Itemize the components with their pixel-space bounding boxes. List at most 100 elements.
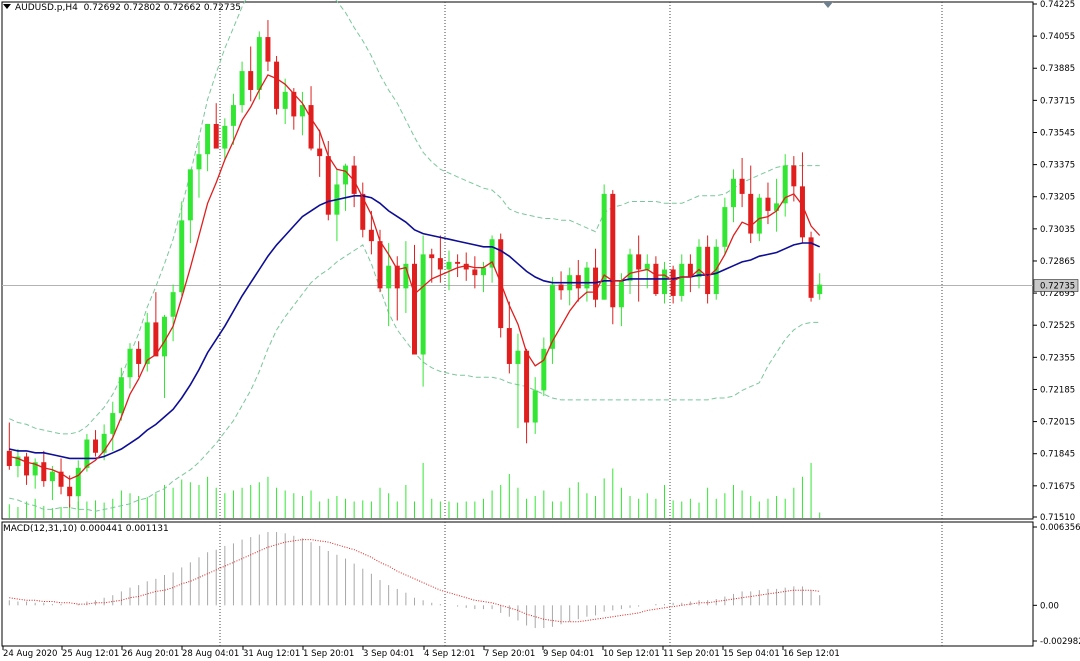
bull-candle — [756, 197, 762, 234]
chart-shift-marker-icon — [823, 2, 833, 8]
bear-candle — [687, 263, 693, 278]
bull-candle — [179, 220, 185, 293]
price-tick-label: 0.74055 — [1040, 32, 1075, 42]
price-tick-label: 0.72015 — [1040, 418, 1075, 428]
bull-candle — [170, 292, 176, 317]
bear-candle — [6, 450, 12, 466]
time-tick-label: 11 Sep 20:01 — [663, 649, 720, 659]
bear-candle — [412, 263, 417, 355]
time-tick-label: 9 Sep 04:01 — [543, 649, 594, 659]
bull-candle — [722, 207, 728, 247]
bull-candle — [187, 169, 193, 221]
bull-candle — [584, 267, 590, 289]
price-tick-label: 0.72355 — [1040, 353, 1075, 363]
bull-candle — [161, 316, 167, 357]
price-panel-border — [1, 1, 1034, 520]
symbol-label: AUDUSD.p,H4 — [15, 3, 78, 13]
price-tick-label: 0.72525 — [1040, 321, 1075, 331]
bear-candle — [636, 254, 642, 270]
current-price-tag — [1033, 279, 1079, 292]
time-tick-label: 28 Aug 04:01 — [182, 649, 239, 659]
bear-candle — [213, 123, 219, 149]
price-tick-label: 0.73545 — [1040, 128, 1075, 138]
bear-candle — [41, 462, 47, 482]
price-tick-label: 0.72865 — [1040, 257, 1075, 267]
bear-candle — [93, 439, 99, 453]
bear-candle — [24, 456, 30, 476]
bull-candle — [782, 165, 788, 204]
bear-candle — [377, 241, 383, 289]
bull-candle — [515, 350, 521, 364]
bear-candle — [325, 156, 331, 215]
bear-candle — [58, 471, 64, 487]
macd-header: MACD(12,31,10) 0.000441 0.001131 — [3, 524, 169, 534]
bull-candle — [239, 71, 245, 106]
bear-candle — [748, 193, 754, 234]
bull-candle — [696, 246, 702, 278]
bear-candle — [308, 105, 314, 149]
bear-candle — [67, 486, 73, 497]
time-tick-label: 15 Sep 04:01 — [723, 649, 780, 659]
bull-candle — [480, 267, 486, 276]
bear-candle — [808, 237, 814, 298]
time-tick-label: 10 Sep 12:01 — [603, 649, 660, 659]
bear-candle — [524, 350, 530, 423]
price-tick-label: 0.74225 — [1040, 0, 1075, 10]
price-tick-label: 0.72695 — [1040, 289, 1075, 299]
bear-candle — [153, 322, 159, 357]
bear-candle — [368, 229, 374, 242]
chart-menu-icon[interactable] — [3, 4, 11, 9]
bull-candle — [196, 154, 202, 170]
time-tick-label: 26 Aug 20:01 — [122, 649, 179, 659]
bull-candle — [420, 254, 426, 355]
bull-candle — [101, 433, 107, 453]
price-tick-label: 0.73885 — [1040, 64, 1075, 74]
macd-panel-border — [1, 521, 1034, 647]
bear-candle — [136, 348, 142, 364]
bear-candle — [472, 269, 478, 276]
current-price-label: 0.72735 — [1040, 282, 1075, 292]
time-tick-label: 3 Sep 04:01 — [363, 649, 414, 659]
bull-candle — [15, 456, 21, 466]
bull-candle — [256, 37, 262, 90]
bear-candle — [429, 254, 435, 259]
symbol-header: AUDUSD.p,H4 0.72692 0.72802 0.72662 0.72… — [3, 3, 241, 13]
bull-candle — [532, 390, 538, 423]
bear-candle — [455, 261, 461, 264]
bull-candle — [403, 263, 409, 289]
bull-candle — [222, 125, 228, 149]
bear-candle — [799, 186, 805, 238]
time-tick-label: 4 Sep 12:01 — [424, 649, 475, 659]
bear-candle — [506, 328, 512, 364]
bear-candle — [274, 61, 280, 109]
bull-candle — [549, 284, 555, 349]
bull-candle — [644, 263, 650, 270]
bear-candle — [317, 148, 323, 157]
price-tick-label: 0.73375 — [1040, 161, 1075, 171]
time-tick-label: 1 Sep 20:01 — [303, 649, 354, 659]
bear-candle — [791, 165, 797, 187]
bull-candle — [489, 239, 495, 268]
bull-candle — [144, 322, 150, 364]
bear-candle — [593, 267, 599, 300]
bear-candle — [437, 258, 443, 270]
bull-candle — [299, 105, 305, 117]
time-tick-label: 25 Aug 12:01 — [62, 649, 119, 659]
fast-ma-line — [9, 74, 821, 480]
bull-candle — [627, 254, 633, 281]
bear-candle — [610, 193, 616, 308]
bull-candle — [32, 462, 38, 476]
price-tick-label: 0.73205 — [1040, 193, 1075, 203]
bull-candle — [817, 284, 823, 295]
bull-candle — [730, 178, 736, 208]
time-tick-label: 31 Aug 12:01 — [243, 649, 300, 659]
bear-candle — [705, 246, 711, 295]
bull-candle — [446, 261, 452, 270]
bull-candle — [601, 193, 607, 300]
bull-candle — [662, 269, 668, 295]
bull-candle — [386, 265, 392, 289]
price-tick-label: 0.73715 — [1040, 96, 1075, 106]
bull-candle — [618, 280, 624, 308]
